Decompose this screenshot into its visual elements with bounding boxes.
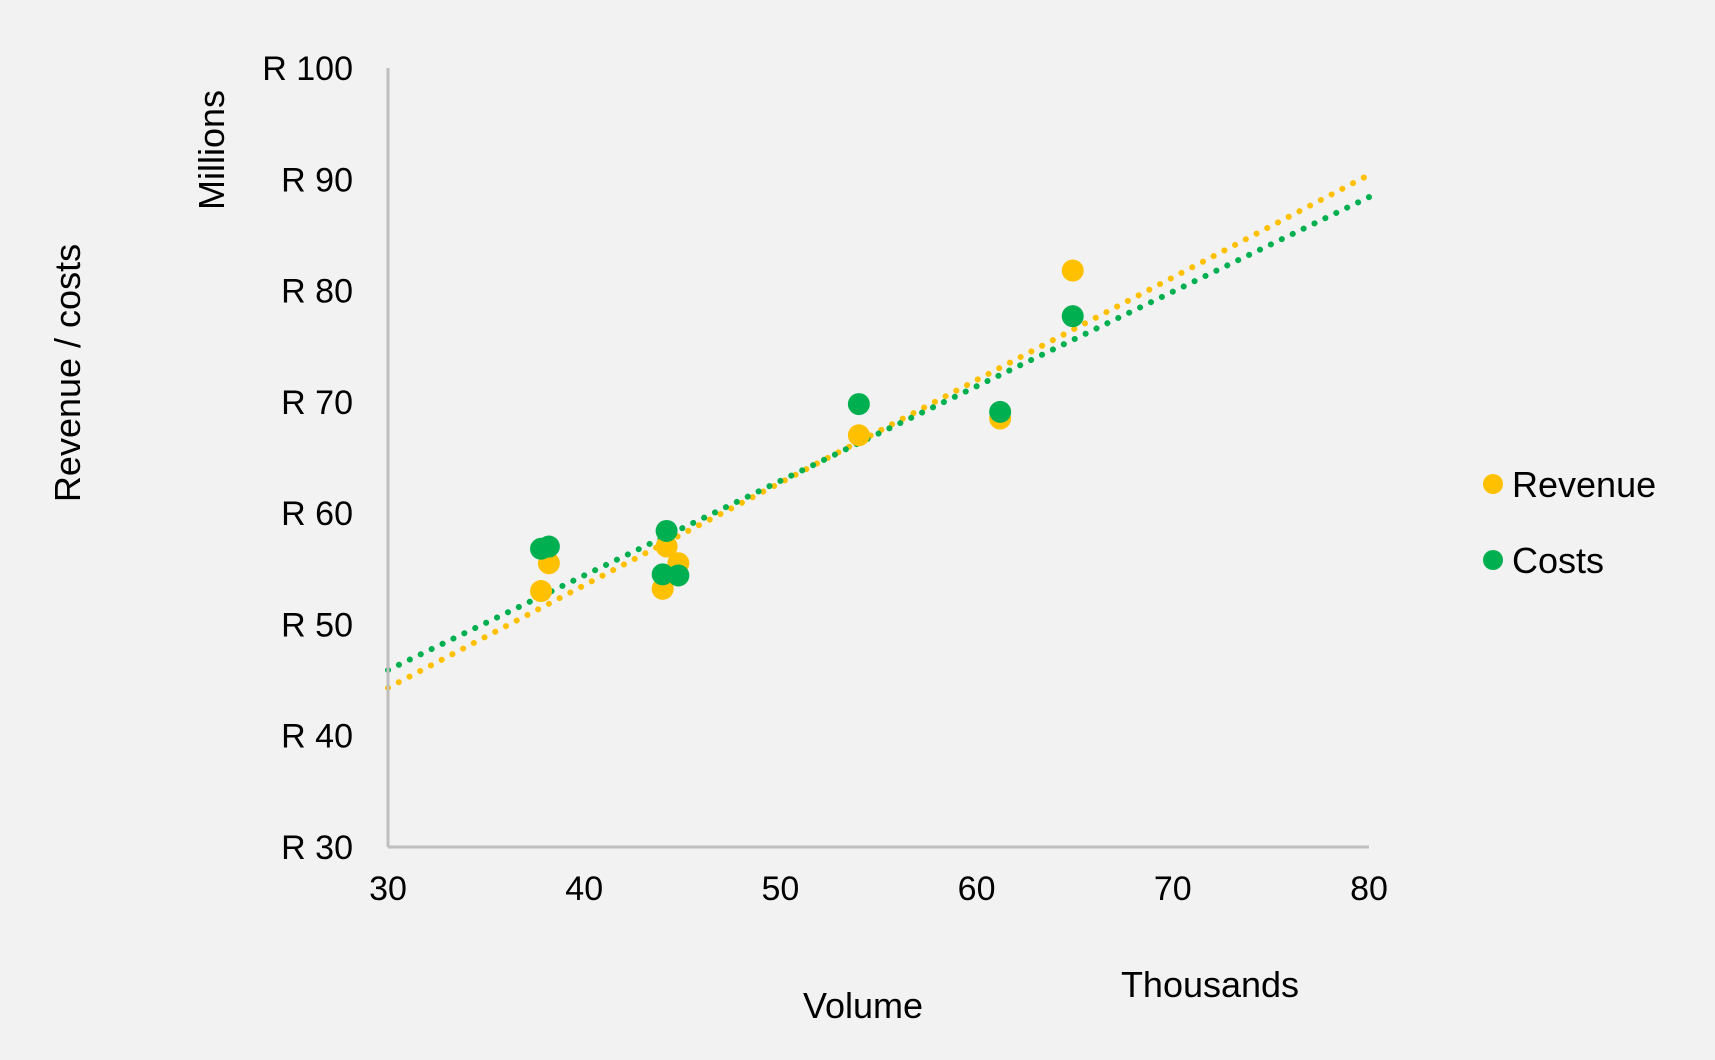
y-axis-title: Revenue / costs [47, 244, 88, 502]
legend-swatch-costs [1483, 550, 1503, 570]
x-tick-label: 40 [565, 870, 603, 908]
legend: Revenue Costs [1483, 464, 1656, 581]
x-axis-unit-label: Thousands [1121, 964, 1299, 1005]
y-axis-unit-label: Millions [191, 90, 232, 210]
y-tick-label: R 70 [281, 384, 353, 422]
data-point-costs [651, 563, 674, 586]
legend-label-revenue: Revenue [1512, 464, 1656, 505]
legend-item-revenue: Revenue [1483, 464, 1656, 505]
y-tick-label: R 100 [262, 50, 353, 88]
legend-item-costs: Costs [1483, 540, 1604, 581]
x-tick-label: 30 [369, 870, 407, 908]
y-tick-label: R 80 [281, 273, 353, 311]
y-tick-label: R 50 [281, 606, 353, 644]
x-tick-label: 50 [761, 870, 799, 908]
data-point-revenue [1061, 259, 1084, 282]
trendline-revenue [385, 171, 1372, 691]
x-tick-label: 60 [958, 870, 996, 908]
x-axis-title: Volume [803, 985, 923, 1026]
legend-swatch-revenue [1483, 474, 1503, 494]
y-tick-label: R 40 [281, 718, 353, 756]
data-point-costs [667, 564, 690, 587]
trendline-layer [385, 171, 1372, 691]
x-tick-labels: 30 40 50 60 70 80 [369, 870, 1388, 908]
y-tick-labels: R 30 R 40 R 50 R 60 R 70 R 80 R 90 R 100 [262, 50, 353, 867]
data-point-costs [989, 400, 1012, 423]
data-point-layer [530, 259, 1084, 603]
y-tick-label: R 60 [281, 495, 353, 533]
data-point-costs [1061, 305, 1084, 328]
y-tick-label: R 30 [281, 829, 353, 867]
data-point-revenue [530, 580, 553, 603]
data-point-costs [847, 393, 870, 416]
x-tick-label: 80 [1350, 870, 1388, 908]
x-tick-label: 70 [1154, 870, 1192, 908]
data-point-costs [537, 535, 560, 558]
y-tick-label: R 90 [281, 161, 353, 199]
legend-label-costs: Costs [1512, 540, 1604, 581]
data-point-costs [655, 519, 678, 542]
data-point-revenue [655, 535, 678, 558]
data-point-revenue [847, 424, 870, 447]
